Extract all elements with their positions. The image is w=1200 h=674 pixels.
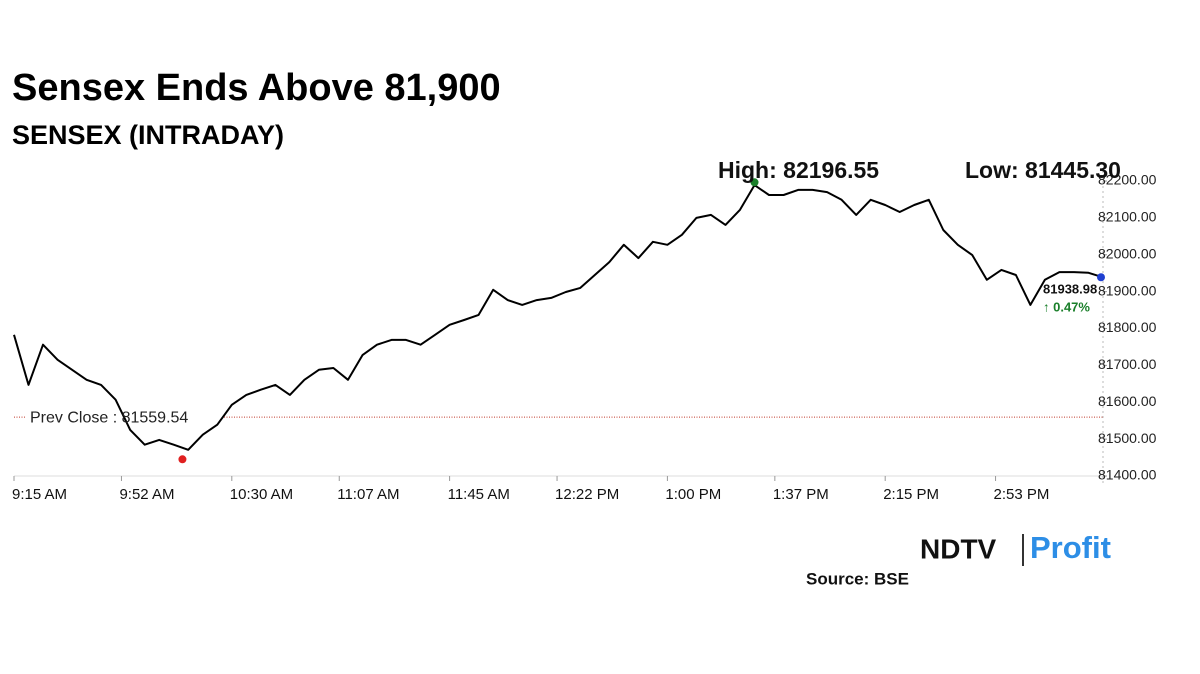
change-label: ↑ 0.47%	[1043, 299, 1090, 314]
y-tick-label: 81900.00	[1098, 282, 1157, 298]
source: Source: BSE	[806, 569, 909, 588]
y-tick-label: 81700.00	[1098, 356, 1157, 372]
x-tick-label: 9:15 AM	[12, 486, 67, 503]
x-tick-label: 9:52 AM	[119, 486, 174, 503]
x-tick-label: 1:00 PM	[665, 486, 721, 503]
series-line	[13, 184, 1104, 451]
low-label: Low: 81445.30	[965, 157, 1121, 183]
last-marker	[1097, 273, 1105, 282]
y-tick-label: 81800.00	[1098, 319, 1157, 335]
prev-close-label: Prev Close : 81559.54	[30, 409, 188, 426]
y-tick-label: 81400.00	[1098, 467, 1157, 483]
x-tick-label: 2:15 PM	[883, 486, 939, 503]
last-value-label: 81938.98	[1043, 281, 1097, 296]
y-tick-label: 82100.00	[1098, 209, 1157, 225]
x-tick-label: 11:45 AM	[448, 486, 510, 503]
high-marker	[750, 178, 759, 187]
x-tick-label: 2:53 PM	[994, 486, 1050, 503]
chart-title: Sensex Ends Above 81,900	[12, 67, 501, 109]
y-tick-label: 81600.00	[1098, 393, 1157, 409]
x-tick-label: 12:22 PM	[555, 486, 619, 503]
y-tick-label: 82000.00	[1098, 245, 1157, 261]
x-tick-label: 11:07 AM	[337, 486, 399, 503]
y-tick-label: 82200.00	[1098, 172, 1157, 188]
y-tick-label: 81500.00	[1098, 430, 1157, 446]
x-tick-label: 1:37 PM	[773, 486, 829, 503]
high-label: High: 82196.55	[718, 157, 879, 183]
low-marker	[178, 455, 187, 464]
logo-profit: Profit	[1030, 530, 1111, 565]
chart-subtitle: SENSEX (INTRADAY)	[12, 120, 284, 150]
x-tick-label: 10:30 AM	[230, 486, 293, 503]
logo-ndtv: NDTV	[920, 533, 997, 564]
